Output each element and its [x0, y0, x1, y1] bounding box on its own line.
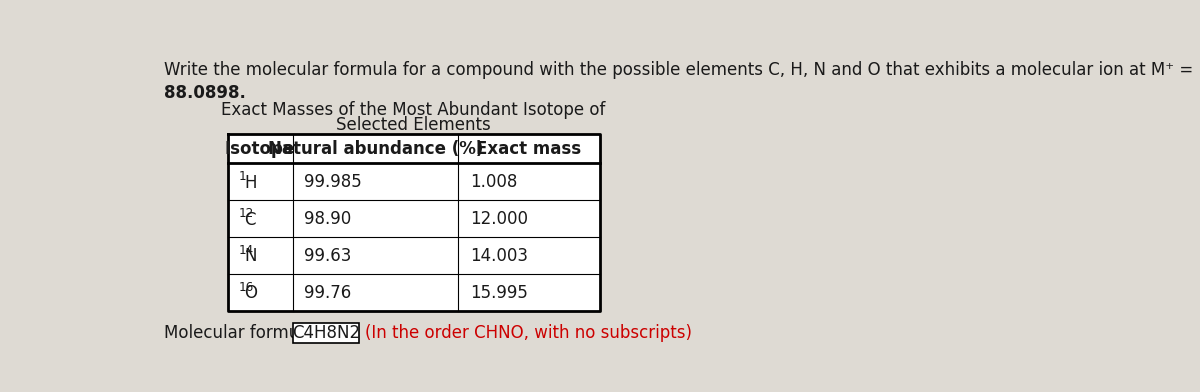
Text: H: H — [245, 174, 257, 192]
Bar — [228, 134, 600, 311]
Text: 12: 12 — [239, 207, 253, 220]
Text: 1.008: 1.008 — [469, 173, 517, 191]
Text: 12.000: 12.000 — [469, 210, 528, 228]
Text: Molecular formula: Molecular formula — [164, 324, 314, 342]
FancyBboxPatch shape — [293, 323, 359, 343]
Text: 99.63: 99.63 — [305, 247, 352, 265]
Text: 1: 1 — [239, 170, 246, 183]
Text: O: O — [245, 285, 258, 303]
Text: 88.0898.: 88.0898. — [164, 84, 246, 102]
Text: 14.003: 14.003 — [469, 247, 528, 265]
Text: 16: 16 — [239, 281, 253, 294]
Text: C4H8N2: C4H8N2 — [293, 324, 360, 342]
Text: 99.985: 99.985 — [305, 173, 362, 191]
Text: Write the molecular formula for a compound with the possible elements C, H, N an: Write the molecular formula for a compou… — [164, 61, 1193, 79]
Text: Exact mass: Exact mass — [476, 140, 581, 158]
Text: Natural abundance (%): Natural abundance (%) — [268, 140, 484, 158]
Text: (In the order CHNO, with no subscripts): (In the order CHNO, with no subscripts) — [366, 324, 692, 342]
Text: 15.995: 15.995 — [469, 284, 528, 302]
Text: 14: 14 — [239, 244, 253, 257]
Text: Isotope: Isotope — [224, 140, 295, 158]
Text: C: C — [245, 211, 256, 229]
Text: 99.76: 99.76 — [305, 284, 352, 302]
Text: Exact Masses of the Most Abundant Isotope of: Exact Masses of the Most Abundant Isotop… — [221, 101, 606, 119]
Text: Selected Elements: Selected Elements — [336, 116, 491, 134]
Text: N: N — [245, 247, 257, 265]
Text: 98.90: 98.90 — [305, 210, 352, 228]
